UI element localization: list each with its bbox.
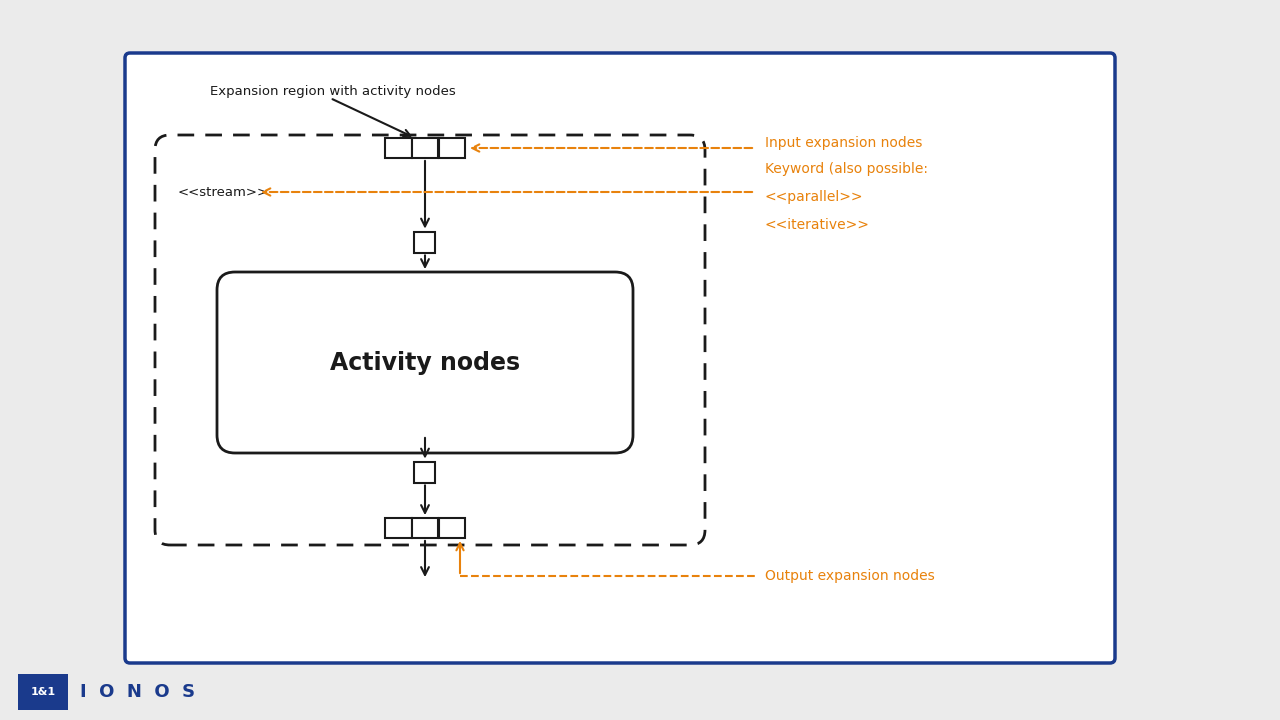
Bar (415, 462, 435, 482)
Text: Activity nodes: Activity nodes (330, 351, 520, 374)
FancyBboxPatch shape (218, 272, 634, 453)
Bar (384, 138, 411, 158)
Text: Output expansion nodes: Output expansion nodes (765, 569, 934, 583)
Bar (439, 138, 466, 158)
Bar (411, 518, 439, 538)
Text: Keyword (also possible:: Keyword (also possible: (765, 162, 928, 176)
Bar (415, 232, 435, 253)
Text: Expansion region with activity nodes: Expansion region with activity nodes (210, 85, 456, 98)
Bar (411, 138, 439, 158)
Bar (18, 674, 68, 710)
Bar (439, 518, 466, 538)
Text: <<stream>>: <<stream>> (178, 186, 269, 199)
FancyBboxPatch shape (125, 53, 1115, 663)
Bar (384, 518, 411, 538)
Text: I  O  N  O  S: I O N O S (79, 683, 195, 701)
FancyBboxPatch shape (155, 135, 705, 545)
Text: 1&1: 1&1 (31, 687, 55, 697)
Text: <<iterative>>: <<iterative>> (765, 218, 870, 232)
Text: <<parallel>>: <<parallel>> (765, 190, 864, 204)
Text: Input expansion nodes: Input expansion nodes (765, 136, 923, 150)
